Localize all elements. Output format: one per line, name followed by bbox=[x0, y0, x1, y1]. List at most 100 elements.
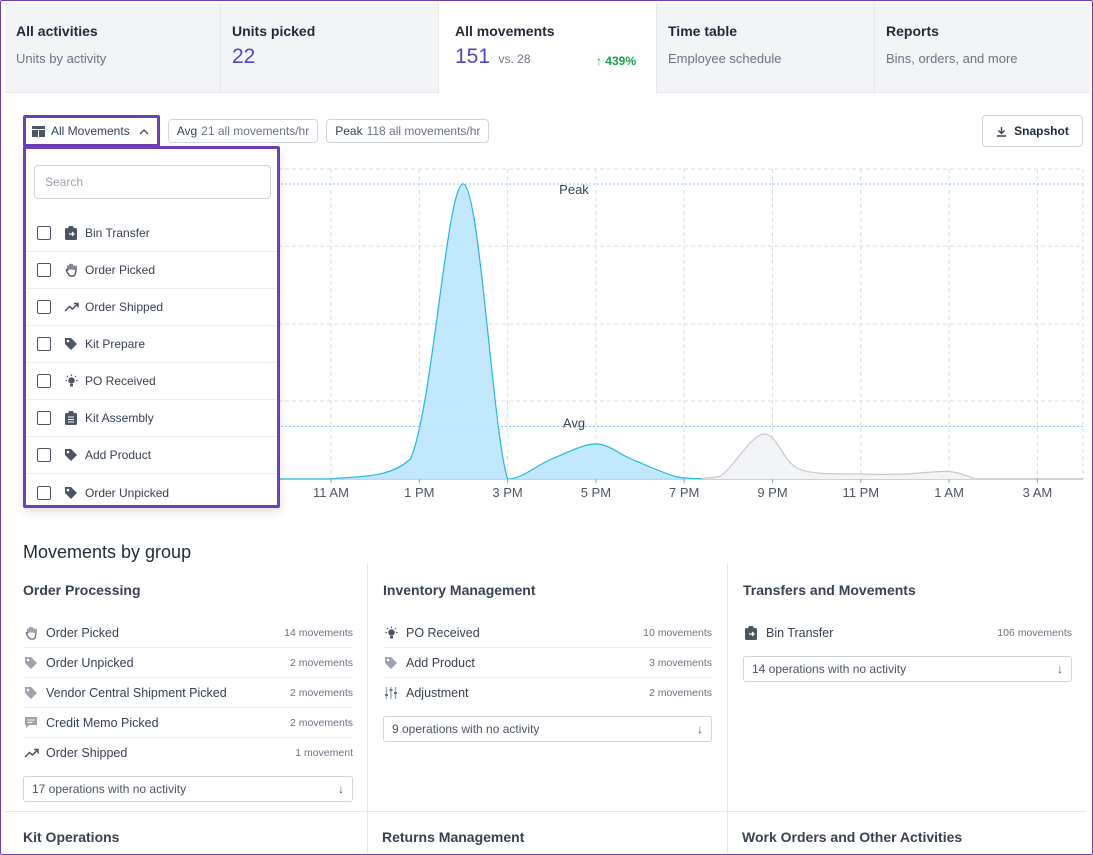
peak-label: Peak bbox=[335, 124, 363, 138]
section-title: Movements by group bbox=[23, 542, 192, 562]
group-order-processing: Order Processing Order Picked 14 movemen… bbox=[1, 564, 367, 811]
movement-filter-dropdown: Bin Transfer Order Picked Order Shipped … bbox=[23, 146, 280, 508]
avg-value: 21 all movements/hr bbox=[201, 124, 310, 138]
option-label: Order Picked bbox=[85, 263, 156, 277]
tag-icon bbox=[23, 655, 39, 671]
clipboard-transfer-icon bbox=[63, 225, 79, 241]
group-kit-operations-title: Kit Operations bbox=[23, 829, 120, 845]
filter-label: All Movements bbox=[51, 124, 130, 138]
option-label: Bin Transfer bbox=[85, 226, 150, 240]
tab-subtitle: Units by activity bbox=[16, 51, 107, 66]
group-transfers-and-movements: Transfers and Movements Bin Transfer 106… bbox=[727, 564, 1086, 811]
x-tick-label: 9 PM bbox=[757, 485, 787, 500]
tab-comparison: vs. 28 bbox=[498, 52, 531, 66]
tab-subtitle: Employee schedule bbox=[668, 51, 782, 66]
tab-all-activities[interactable]: All activities Units by activity bbox=[5, 3, 221, 92]
option-po-received[interactable]: PO Received bbox=[26, 363, 277, 400]
movement-filter-button[interactable]: All Movements bbox=[23, 115, 160, 147]
checkbox[interactable] bbox=[37, 448, 51, 462]
checkbox[interactable] bbox=[37, 411, 51, 425]
group-title: Inventory Management bbox=[383, 582, 536, 598]
row-label: Order Shipped bbox=[46, 746, 128, 760]
tab-title: Time table bbox=[668, 23, 737, 39]
download-icon bbox=[997, 126, 1007, 137]
group-row: Add Product 3 movements bbox=[383, 648, 712, 678]
snapshot-button[interactable]: Snapshot bbox=[982, 115, 1083, 147]
checkbox[interactable] bbox=[37, 485, 51, 500]
no-activity-toggle[interactable]: 9 operations with no activity ↓ bbox=[383, 716, 712, 742]
checkbox[interactable] bbox=[37, 226, 51, 240]
row-label: Credit Memo Picked bbox=[46, 715, 159, 730]
peak-chip: Peak 118 all movements/hr bbox=[326, 119, 490, 143]
snapshot-label: Snapshot bbox=[1014, 124, 1069, 138]
tab-reports[interactable]: Reports Bins, orders, and more bbox=[875, 3, 1090, 92]
option-label: Kit Assembly bbox=[85, 411, 154, 425]
delta-value: 439% bbox=[605, 54, 636, 68]
checkbox[interactable] bbox=[37, 337, 51, 351]
lightbulb-icon bbox=[383, 625, 399, 641]
x-tick-label: 7 PM bbox=[669, 485, 699, 500]
row-label: Order Picked bbox=[46, 625, 119, 640]
tab-time-table[interactable]: Time table Employee schedule bbox=[657, 3, 875, 92]
option-order-unpicked[interactable]: Order Unpicked bbox=[26, 474, 277, 511]
group-row: Order Picked 14 movements bbox=[23, 618, 353, 648]
no-activity-label: 17 operations with no activity bbox=[32, 782, 187, 796]
tag-icon bbox=[63, 485, 79, 501]
checkbox[interactable] bbox=[37, 374, 51, 388]
option-label: PO Received bbox=[85, 374, 156, 388]
group-work-orders-title: Work Orders and Other Activities bbox=[742, 829, 963, 845]
annotation-label: Avg bbox=[563, 416, 585, 431]
tab-value: 22 bbox=[232, 45, 256, 68]
group-title: Order Processing bbox=[23, 582, 141, 598]
tab-subtitle: Bins, orders, and more bbox=[886, 51, 1018, 66]
row-label: Order Unpicked bbox=[46, 655, 134, 670]
sliders-icon bbox=[383, 685, 399, 701]
group-returns-management-title: Returns Management bbox=[382, 829, 525, 845]
no-activity-label: 9 operations with no activity bbox=[392, 722, 540, 736]
row-count: 2 movements bbox=[289, 656, 353, 669]
tab-title: All movements bbox=[455, 23, 555, 39]
group-row: Order Shipped 1 movement bbox=[23, 738, 353, 768]
option-add-product[interactable]: Add Product bbox=[26, 437, 277, 474]
tab-value: 151 bbox=[455, 45, 491, 68]
tag-icon bbox=[383, 655, 399, 671]
no-activity-toggle[interactable]: 14 operations with no activity ↓ bbox=[743, 656, 1072, 682]
group-inventory-management: Inventory Management PO Received 10 move… bbox=[367, 564, 726, 811]
arrow-down-icon: ↓ bbox=[697, 722, 703, 736]
option-label: Add Product bbox=[85, 448, 152, 462]
tab-all-movements[interactable]: All movements 151 vs. 28 ↑ 439% bbox=[439, 3, 657, 94]
layout-icon bbox=[32, 125, 45, 137]
option-order-shipped[interactable]: Order Shipped bbox=[26, 289, 277, 326]
x-tick-label: 3 PM bbox=[492, 485, 522, 500]
avg-chip: Avg 21 all movements/hr bbox=[167, 119, 319, 143]
x-tick-label: 11 PM bbox=[842, 485, 879, 500]
option-bin-transfer[interactable]: Bin Transfer bbox=[26, 215, 277, 252]
divider bbox=[367, 811, 368, 854]
option-label: Order Shipped bbox=[85, 300, 164, 314]
no-activity-toggle[interactable]: 17 operations with no activity ↓ bbox=[23, 776, 353, 802]
tab-units-picked[interactable]: Units picked 22 bbox=[221, 3, 439, 92]
row-count: 106 movements bbox=[997, 627, 1072, 639]
option-kit-prepare[interactable]: Kit Prepare bbox=[26, 326, 277, 363]
row-count: 2 movements bbox=[289, 686, 353, 699]
arrow-up-icon: ↑ bbox=[595, 54, 602, 68]
group-row: PO Received 10 movements bbox=[383, 618, 712, 648]
checkbox[interactable] bbox=[37, 300, 51, 314]
series-line bbox=[684, 433, 976, 480]
x-tick-label: 1 PM bbox=[404, 485, 434, 500]
x-tick-label: 11 AM bbox=[313, 485, 349, 500]
group-row: Order Unpicked 2 movements bbox=[23, 648, 353, 678]
x-tick-label: 1 AM bbox=[934, 485, 964, 500]
row-label: PO Received bbox=[406, 625, 480, 640]
metric-tabs: All activities Units by activity Units p… bbox=[5, 3, 1090, 94]
checkbox[interactable] bbox=[37, 263, 51, 277]
option-order-picked[interactable]: Order Picked bbox=[26, 252, 277, 289]
trending-up-icon bbox=[63, 299, 79, 315]
search-input[interactable] bbox=[34, 165, 271, 199]
x-tick-label: 5 PM bbox=[581, 485, 611, 500]
lightbulb-icon bbox=[63, 373, 79, 389]
arrow-down-icon: ↓ bbox=[338, 782, 344, 796]
option-kit-assembly[interactable]: Kit Assembly bbox=[26, 400, 277, 437]
arrow-down-icon: ↓ bbox=[1057, 662, 1063, 676]
